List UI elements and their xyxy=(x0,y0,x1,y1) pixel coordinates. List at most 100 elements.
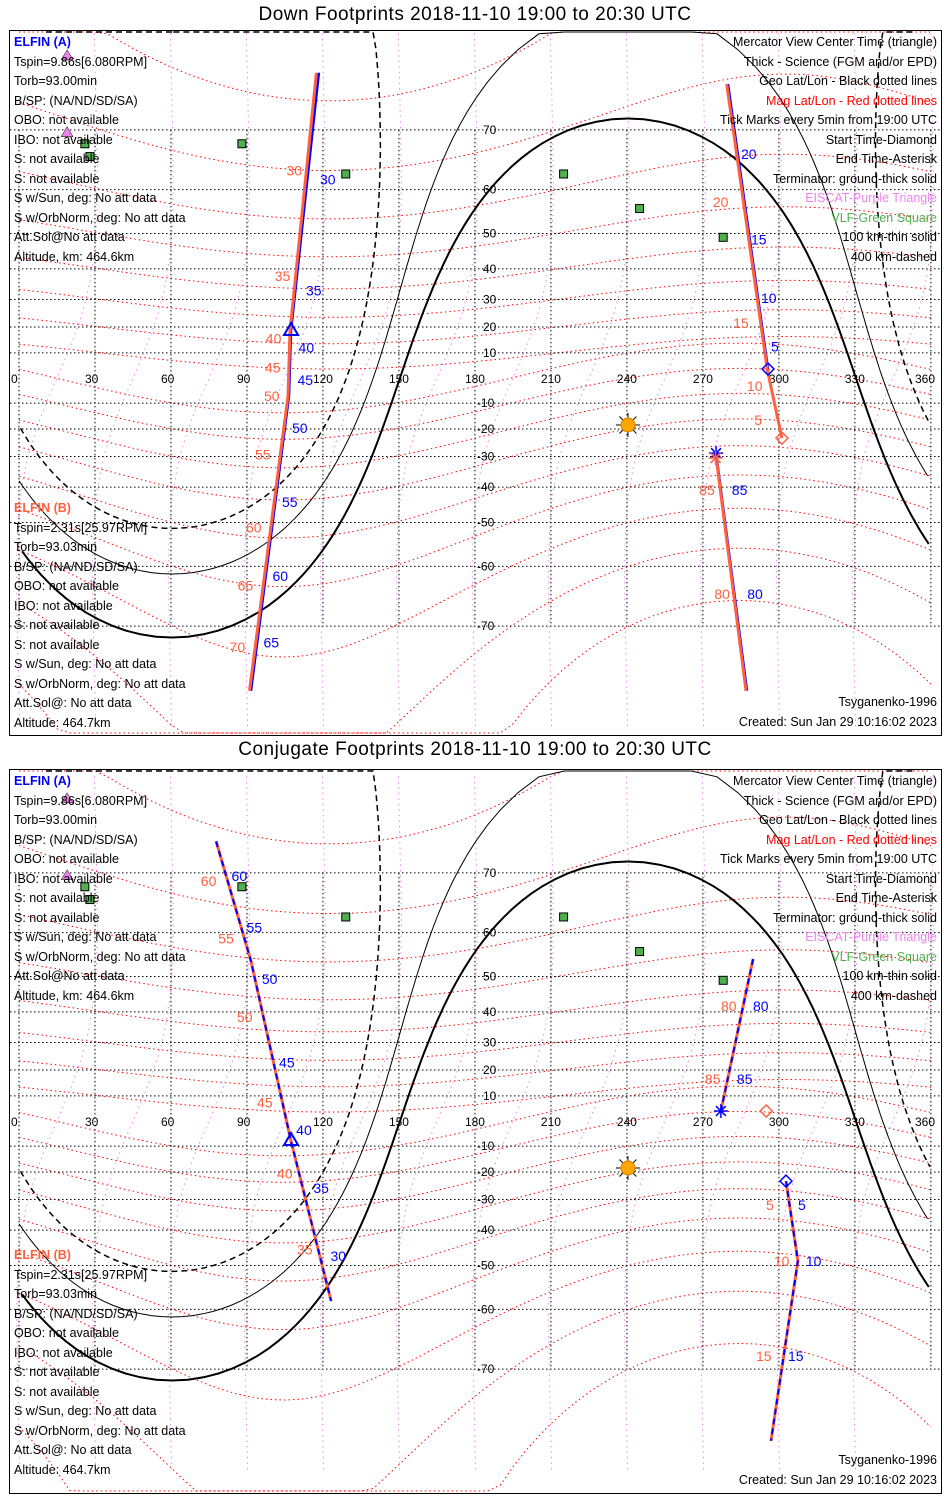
track-tick-label: 55 xyxy=(255,446,271,462)
lat-tick-label: -30 xyxy=(477,450,495,464)
track-tick-label: 30 xyxy=(330,1248,346,1264)
lon-tick-label: 0 xyxy=(11,1115,18,1129)
sat-b-info: ELFIN (B) Tspin=2.31s[25.97RPM] Torb=93.0… xyxy=(14,499,186,733)
start-diamond-icon xyxy=(760,361,776,377)
track-tick-label: 35 xyxy=(313,1180,329,1196)
lon-tick-label: 90 xyxy=(237,372,251,386)
vlf-station-icon xyxy=(237,139,247,149)
track-tick-label: 15 xyxy=(788,1348,804,1364)
track-tick-label: 50 xyxy=(292,420,308,436)
created-timestamp: Created: Sun Jan 29 10:16:02 2023 xyxy=(738,1472,937,1487)
sat-a-info-line: B/SP: (NA/ND/SD/SA) xyxy=(14,93,138,108)
lat-tick-label: -50 xyxy=(477,516,495,530)
sat-a-info-line: S: not available xyxy=(14,891,100,905)
track-tick-label: 10 xyxy=(774,1253,790,1269)
start-diamond-icon xyxy=(774,431,790,446)
track-tick-label: 80 xyxy=(747,586,763,602)
vlf-station-icon xyxy=(80,882,90,892)
sat-b-name: ELFIN (B) xyxy=(14,501,71,515)
lon-tick-label: 240 xyxy=(617,372,637,386)
track-tick-label: 65 xyxy=(238,577,254,593)
track-tick-label: 85 xyxy=(705,1071,721,1087)
sat-b-info-line: S w/OrbNorm, deg: No att data xyxy=(14,676,186,691)
sat-b-info-line: IBO: not available xyxy=(14,598,113,613)
legend-item: End Time-Asterisk xyxy=(835,891,937,905)
sat-a-info-line: Att.Sol@No att data xyxy=(14,969,125,983)
lat-tick-label: -20 xyxy=(477,422,495,436)
mag-lat-line xyxy=(18,1217,932,1331)
legend-item: Thick - Science (FGM and/or EPD) xyxy=(743,54,937,69)
legend-item: 100 km-thin solid xyxy=(842,969,938,983)
sun-icon xyxy=(620,1160,636,1176)
track-tick-label: 40 xyxy=(296,1122,312,1138)
sat-b-info-line: S: not available xyxy=(14,1365,100,1379)
legend-item: Tick Marks every 5min from 19:00 UTC xyxy=(720,113,937,127)
lon-tick-label: 240 xyxy=(617,1115,637,1129)
legend-item: EISCAT-Purple Triangle xyxy=(805,191,937,205)
vlf-station-icon xyxy=(80,139,90,149)
sat-b-info-line: S w/Sun, deg: No att data xyxy=(14,1404,157,1418)
center-time-triangle-icon xyxy=(282,1131,300,1147)
lat-tick-label: 50 xyxy=(483,226,497,240)
sat-a-info-line: Altitude, km: 464.6km xyxy=(14,249,135,264)
track-tick-label: 50 xyxy=(262,971,278,987)
legend: Mercator View Center Time (triangle) Thic… xyxy=(720,33,937,267)
sat-b-info-line: S: not available xyxy=(14,618,100,632)
track-tick-label: 10 xyxy=(747,378,763,394)
footprint-track xyxy=(769,1180,800,1442)
sat-a-info-line: S w/OrbNorm, deg: No att data xyxy=(14,949,186,964)
track-tick-label: 45 xyxy=(257,1094,273,1110)
footprint-track xyxy=(714,452,748,691)
sat-a-info-line: S w/Sun, deg: No att data xyxy=(14,191,157,205)
terminator-ground xyxy=(21,117,628,639)
lon-tick-label: 120 xyxy=(313,1115,333,1129)
sat-b-info-line: Tspin=2.31s[25.97RPM] xyxy=(14,1267,148,1282)
map-plot: -70 -60 -50 -40 -30 -20 -10 10 20 30 40 50 60 70 0 30 60… xyxy=(10,31,941,734)
map-plot: -70 -60 -50 -40 -30 -20 -10 10 20 30 40 50 60 70 0 30 60… xyxy=(10,770,941,1492)
terminator-400km xyxy=(19,770,382,1273)
model-label: Tsyganenko-1996 xyxy=(838,1453,937,1467)
sat-b-info-line: S: not available xyxy=(14,637,100,652)
track-tick-label: 60 xyxy=(246,520,262,536)
legend-item: End Time-Asterisk xyxy=(835,152,937,166)
mag-lat-line xyxy=(18,279,931,318)
lat-tick-label: -10 xyxy=(477,396,495,410)
sat-b-info-line: Altitude: 464.7km xyxy=(14,1462,111,1477)
sat-a-info: ELFIN (A) Tspin=9.86s[6.080RPM] Torb=93.0… xyxy=(14,772,186,1006)
lat-tick-label: 50 xyxy=(483,969,497,983)
legend-item: 400 km-dashed xyxy=(850,988,937,1003)
model-label: Tsyganenko-1996 xyxy=(838,695,937,709)
track-tick-label: 5 xyxy=(771,338,779,354)
track-tick-label: 30 xyxy=(287,163,303,179)
panel-title-down: Down Footprints 2018-11-10 19:00 to 20:3… xyxy=(258,4,692,25)
sat-a-info-line: OBO: not available xyxy=(14,852,119,866)
sat-b-info-line: B/SP: (NA/ND/SD/SA) xyxy=(14,1306,138,1321)
lat-tick-label: 10 xyxy=(483,1089,497,1103)
lat-tick-label: -20 xyxy=(477,1165,495,1179)
lat-tick-label: 30 xyxy=(483,292,497,306)
lon-tick-label: 60 xyxy=(161,1115,175,1129)
vlf-station-icon xyxy=(237,882,247,892)
legend: Mercator View Center Time (triangle) Thic… xyxy=(720,772,937,1006)
panel-title-conjugate: Conjugate Footprints 2018-11-10 19:00 to… xyxy=(238,739,712,760)
lat-tick-label: -30 xyxy=(477,1193,495,1207)
eiscat-triangle-icon xyxy=(60,49,74,61)
lon-tick-label: 330 xyxy=(845,372,865,386)
track-tick-label: 20 xyxy=(741,146,757,162)
sat-b-info-line: Tspin=2.31s[25.97RPM] xyxy=(14,520,148,535)
sat-a-info-line: S: not available xyxy=(14,152,100,166)
legend-item: Terminator: ground-thick solid xyxy=(773,910,937,925)
eiscat-triangle-icon xyxy=(60,792,74,804)
track-tick-label: 45 xyxy=(279,1054,295,1070)
sat-b-info-line: B/SP: (NA/ND/SD/SA) xyxy=(14,559,138,574)
terminator-400km xyxy=(874,770,931,1168)
legend-item: EISCAT-Purple Triangle xyxy=(805,930,937,944)
lon-tick-label: 210 xyxy=(541,1115,561,1129)
sat-a-info-line: S: not available xyxy=(14,910,100,925)
legend-item: VLF-Green Square xyxy=(831,949,937,964)
legend-item: 100 km-thin solid xyxy=(842,230,938,244)
lat-tick-label: 30 xyxy=(483,1035,497,1049)
vlf-station-icon xyxy=(635,204,645,214)
track-tick-label: 15 xyxy=(733,315,749,331)
lat-tick-label: -60 xyxy=(477,1302,495,1316)
